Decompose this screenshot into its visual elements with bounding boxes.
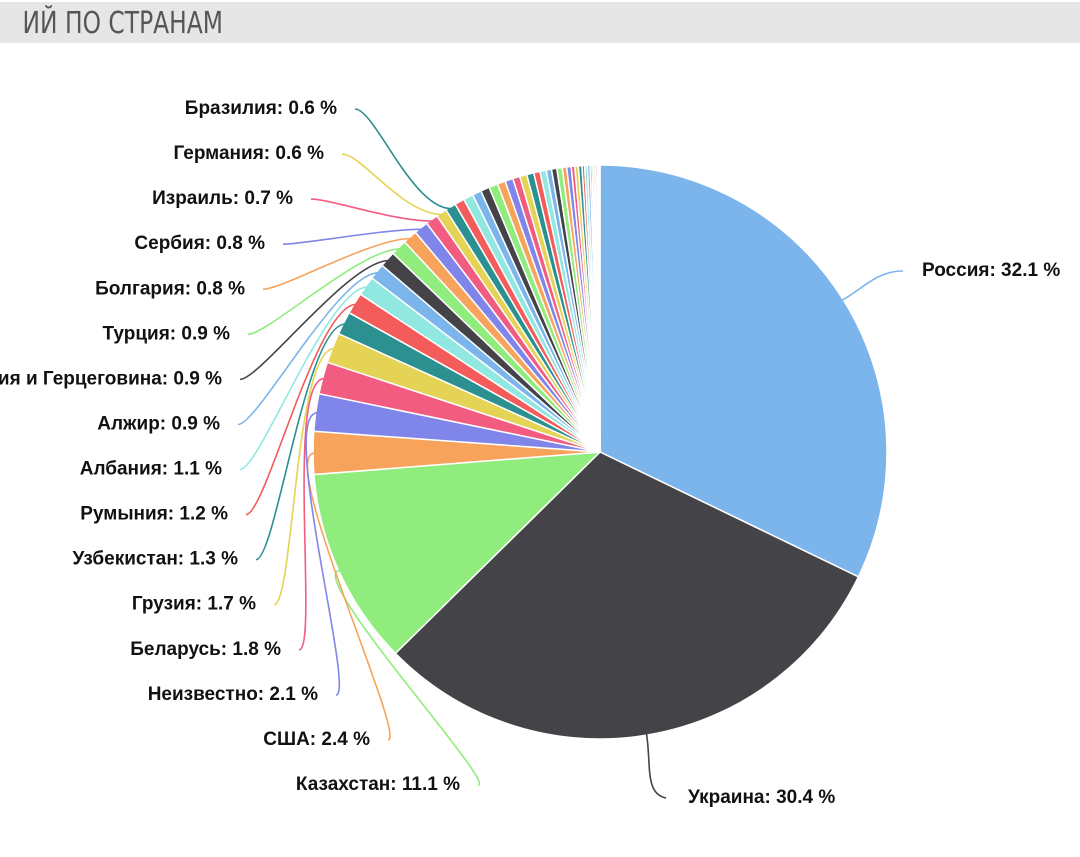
section-header-bar: ИЙ ПО СТРАНАМ [0, 2, 1080, 43]
data-label-сербия: Сербия: 0.8 % [134, 233, 265, 254]
data-label-болгария: Болгария: 0.8 % [95, 278, 245, 299]
data-label-неизвестно: Неизвестно: 2.1 % [148, 684, 318, 705]
connector-болгария [262, 237, 412, 291]
pie-slices [312, 164, 888, 740]
data-label-румыния: Румыния: 1.2 % [80, 504, 228, 525]
data-label-украина: Украина: 30.4 % [688, 787, 835, 808]
connector-босния-и-герцеговина [239, 259, 389, 381]
data-labels: Россия: 32.1 % Украина: 30.4 % Казахстан: … [0, 98, 1060, 808]
data-label-бразилия: Бразилия: 0.6 % [185, 98, 337, 119]
data-label-босния-и-герцеговина: Босния и Герцеговина: 0.9 % [0, 368, 222, 389]
connector-турция [247, 248, 401, 336]
data-label-россия: Россия: 32.1 % [922, 260, 1060, 281]
connector-узбекистан [255, 323, 346, 561]
data-label-израиль: Израиль: 0.7 % [152, 188, 293, 209]
data-label-казахстан: Казахстан: 11.1 % [296, 774, 460, 795]
connector-алжир [237, 272, 379, 426]
data-label-беларусь: Беларусь: 1.8 % [130, 639, 281, 660]
data-label-алжир: Алжир: 0.9 % [97, 413, 220, 434]
connector-неизвестно [305, 411, 341, 696]
data-label-сша: США: 2.4 % [263, 729, 370, 750]
connector-казахстан [334, 569, 481, 786]
connector-россия [841, 270, 904, 302]
connector-албания [239, 286, 368, 471]
data-label-турция: Турция: 0.9 % [103, 323, 231, 344]
connector-румыния [245, 303, 357, 516]
connector-германия [341, 153, 443, 216]
connector-украина [645, 733, 667, 799]
data-label-грузия: Грузия: 1.7 % [132, 594, 256, 615]
connector-сербия [282, 228, 423, 245]
section-title: ИЙ ПО СТРАНАМ [22, 6, 223, 41]
connector-израиль [310, 198, 433, 222]
data-label-германия: Германия: 0.6 % [173, 143, 324, 164]
label-connectors [237, 108, 904, 799]
connector-беларусь [298, 377, 325, 651]
pie-slice-unlabeled-29[interactable] [598, 164, 601, 453]
connector-грузия [273, 347, 335, 606]
data-label-узбекистан: Узбекистан: 1.3 % [73, 549, 239, 570]
connector-бразилия [354, 108, 452, 210]
data-label-албания: Албания: 1.1 % [80, 459, 222, 480]
